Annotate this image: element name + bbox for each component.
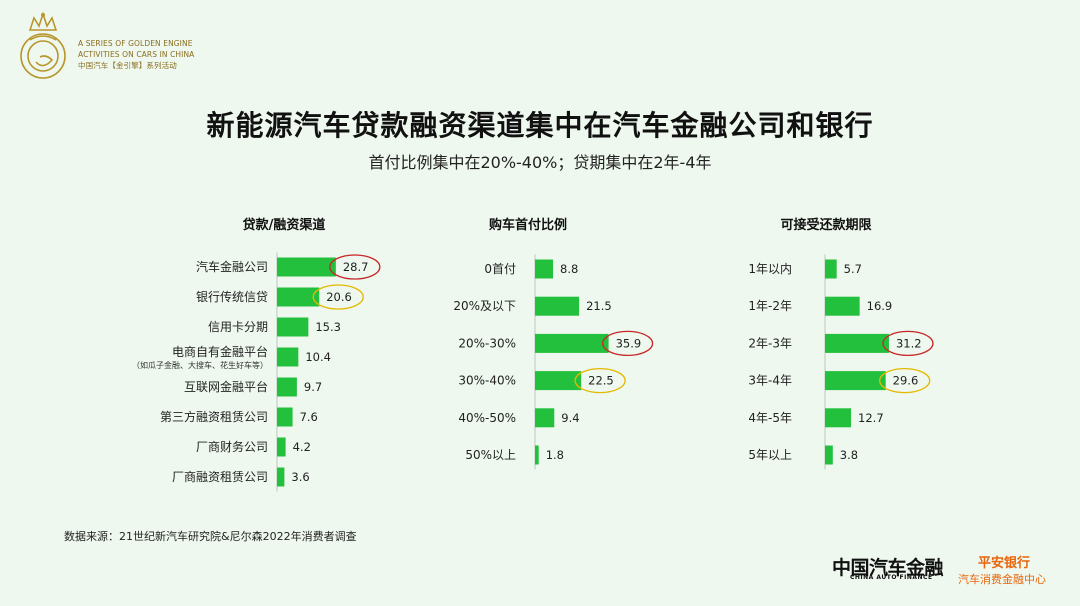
category-note: （如瓜子金融、大搜车、花生好车等） <box>132 360 268 370</box>
category-label: 50%以上 <box>465 448 516 462</box>
bar <box>277 407 293 427</box>
data-label: 28.7 <box>343 260 369 274</box>
data-label: 35.9 <box>616 336 642 350</box>
highlight-ellipse <box>312 284 364 310</box>
data-label: 9.4 <box>561 411 579 425</box>
highlight-ellipse <box>879 367 931 394</box>
category-label: 0首付 <box>484 262 516 276</box>
category-label: 信用卡分期 <box>208 320 268 334</box>
category-label: 厂商财务公司 <box>196 439 268 454</box>
chart-title: 可接受还款期限 <box>780 217 872 233</box>
category-label: 3年-4年 <box>748 374 792 388</box>
logo-text: A SERIES OF GOLDEN ENGINE ACTIVITIES ON … <box>78 38 194 71</box>
data-source-note: 数据来源：21世纪新汽车研究院&尼尔森2022年消费者调查 <box>64 530 357 543</box>
golden-engine-logo-icon <box>20 11 66 79</box>
bar <box>825 408 852 428</box>
chart-3: 可接受还款期限 1年以内 5.7 1年-2年 16.9 2年-3年 31.2 3年-4年 29.… <box>748 217 934 470</box>
bar <box>825 371 886 391</box>
data-label: 7.6 <box>300 410 318 424</box>
data-label: 10.4 <box>305 350 331 364</box>
data-label: 4.2 <box>293 440 311 454</box>
bar <box>535 445 539 465</box>
china-auto-finance-logo: 中国汽车金融 <box>832 557 944 579</box>
data-label: 21.5 <box>586 299 612 313</box>
highlight-ellipse <box>882 330 934 357</box>
bar <box>535 333 609 353</box>
data-label: 3.8 <box>840 448 858 462</box>
bar <box>535 408 555 428</box>
chart-title: 贷款/融资渠道 <box>243 217 326 233</box>
category-label: 4年-5年 <box>748 411 792 425</box>
category-label: 互联网金融平台 <box>184 379 268 394</box>
highlight-ellipse <box>601 330 654 357</box>
chart-2: 购车首付比例 0首付 8.8 20%及以下 21.5 20%-30% 35.9 30%-40%… <box>453 217 654 470</box>
bar <box>277 467 285 487</box>
bar <box>277 377 297 397</box>
category-label: 1年以内 <box>748 262 792 276</box>
category-label: 40%-50% <box>458 411 516 425</box>
data-label: 22.5 <box>588 374 614 388</box>
category-label: 汽车金融公司 <box>196 259 268 274</box>
category-label: 银行传统信贷 <box>196 289 268 304</box>
category-label: 30%-40% <box>458 374 516 388</box>
ping-an-bank-name: 平安银行 <box>978 556 1031 571</box>
category-label: 5年以上 <box>748 448 792 462</box>
category-label: 电商自有金融平台 <box>172 344 268 359</box>
data-label: 20.6 <box>326 290 352 304</box>
data-label: 9.7 <box>304 380 322 394</box>
bar <box>535 259 554 279</box>
data-label: 5.7 <box>844 262 862 276</box>
bar <box>825 333 889 353</box>
logo-line-2: ACTIVITIES ON CARS IN CHINA <box>78 50 195 59</box>
category-label: 20%-30% <box>458 336 516 350</box>
data-label: 1.8 <box>546 448 564 462</box>
bar <box>277 257 336 277</box>
bar <box>535 371 582 391</box>
data-label: 29.6 <box>893 374 919 388</box>
chart-title: 购车首付比例 <box>489 217 567 233</box>
page-subtitle: 首付比例集中在20%-40%；贷期集中在2年-4年 <box>368 153 712 172</box>
bar <box>277 287 320 307</box>
logo-line-1: A SERIES OF GOLDEN ENGINE <box>78 39 193 48</box>
data-label: 16.9 <box>867 299 893 313</box>
ping-an-bank-subtitle: 汽车消费金融中心 <box>958 573 1046 586</box>
category-label: 第三方融资租赁公司 <box>160 409 268 424</box>
data-label: 12.7 <box>858 411 884 425</box>
bar <box>825 259 837 279</box>
bar <box>277 317 309 337</box>
category-label: 2年-3年 <box>748 336 792 350</box>
bar <box>277 437 286 457</box>
data-label: 31.2 <box>896 336 922 350</box>
china-auto-finance-english: CHINA AUTO FINANCE <box>850 574 933 581</box>
highlight-ellipse <box>574 367 626 394</box>
data-label: 3.6 <box>291 470 309 484</box>
bar <box>825 296 860 316</box>
category-label: 20%及以下 <box>453 299 516 313</box>
bar <box>535 296 580 316</box>
category-label: 厂商融资租赁公司 <box>172 469 268 484</box>
logo-line-3: 中国汽车【金引擎】系列活动 <box>78 61 177 70</box>
page-title: 新能源汽车贷款融资渠道集中在汽车金融公司和银行 <box>206 109 874 142</box>
bar <box>825 445 833 465</box>
data-label: 8.8 <box>560 262 578 276</box>
data-label: 15.3 <box>315 320 341 334</box>
highlight-ellipse <box>329 254 381 280</box>
bar <box>277 347 299 367</box>
category-label: 1年-2年 <box>748 299 792 313</box>
